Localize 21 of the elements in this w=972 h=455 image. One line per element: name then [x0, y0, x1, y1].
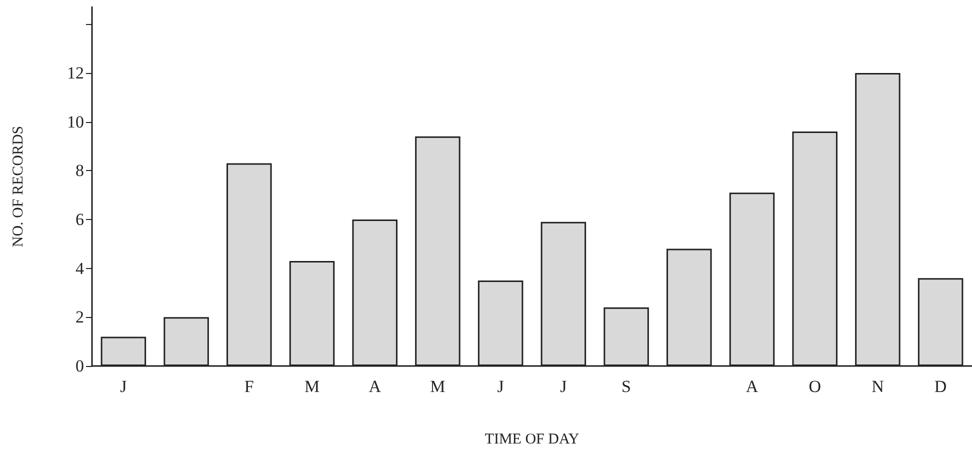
x-tick-label: D: [934, 377, 947, 396]
x-tick-label: N: [872, 377, 884, 396]
y-tick-label: 2: [76, 308, 84, 327]
x-tick-label: A: [746, 377, 759, 396]
x-tick-label: M: [304, 377, 320, 396]
y-axis-title: NO. OF RECORDS: [10, 126, 26, 248]
y-tick-label: 0: [76, 356, 84, 376]
x-tick-label: J: [560, 377, 568, 396]
y-tick-label: 12: [67, 63, 84, 82]
x-tick-label: J: [497, 377, 504, 396]
x-tick-label: F: [244, 377, 254, 396]
y-tick-label: 10: [67, 112, 84, 132]
x-tick-label: J: [120, 377, 128, 396]
y-tick-label: 4: [76, 258, 84, 278]
y-tick-label: 8: [76, 161, 84, 180]
x-tick-label: M: [430, 377, 446, 396]
y-tick-label: 6: [76, 210, 84, 229]
x-tick-label: O: [808, 377, 821, 396]
x-tick-label: A: [368, 377, 382, 396]
x-tick-label: S: [622, 377, 632, 396]
x-axis-title: TIME OF DAY: [484, 432, 580, 448]
